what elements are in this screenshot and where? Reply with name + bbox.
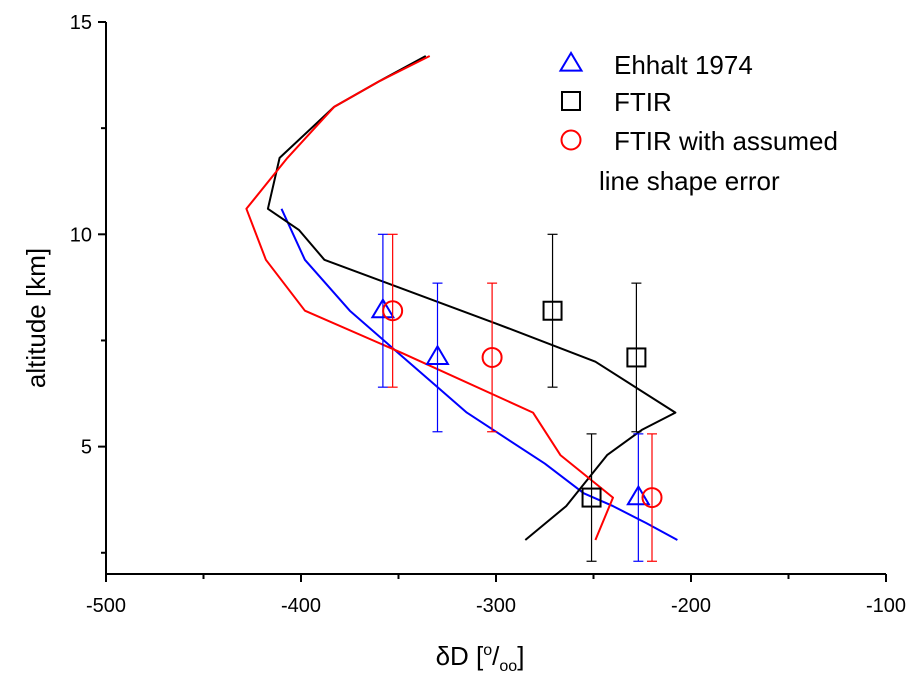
legend-label: line shape error [599,166,780,196]
y-tick-label: 15 [70,12,92,34]
x-tick-label: -300 [476,595,516,617]
circle-marker [641,487,663,509]
x-axis-label: δD [o/oo] [436,641,525,675]
y-axis-label: altitude [km] [21,248,51,388]
square-marker [581,487,602,508]
legend-circle-icon [560,129,582,151]
series-line-1 [280,208,678,541]
y-tick-label: 10 [70,224,92,246]
legend-square-icon [561,91,581,111]
legend-label: Ehhalt 1974 [614,50,753,80]
square-marker [542,300,563,321]
triangle-marker [425,344,450,365]
legend-triangle-icon [558,51,584,72]
x-tick-label: -400 [281,595,321,617]
y-tick-label: 5 [81,437,92,459]
triangle-marker [370,297,396,319]
circle-marker [382,300,404,322]
circle-marker [481,346,503,368]
legend: Ehhalt 1974 FTIR FTIR with assumed line sha… [558,50,838,196]
legend-label: FTIR [614,87,672,117]
x-tick-label: -100 [866,595,906,617]
x-tick-label: -500 [86,595,126,617]
legend-label: FTIR with assumed [614,126,838,156]
square-marker [626,347,647,368]
x-tick-label: -200 [671,595,711,617]
series-line-3 [245,55,614,541]
plot-area [245,55,678,562]
axes: -500 -400 -300 -200 -100 5 10 15 [70,12,906,617]
